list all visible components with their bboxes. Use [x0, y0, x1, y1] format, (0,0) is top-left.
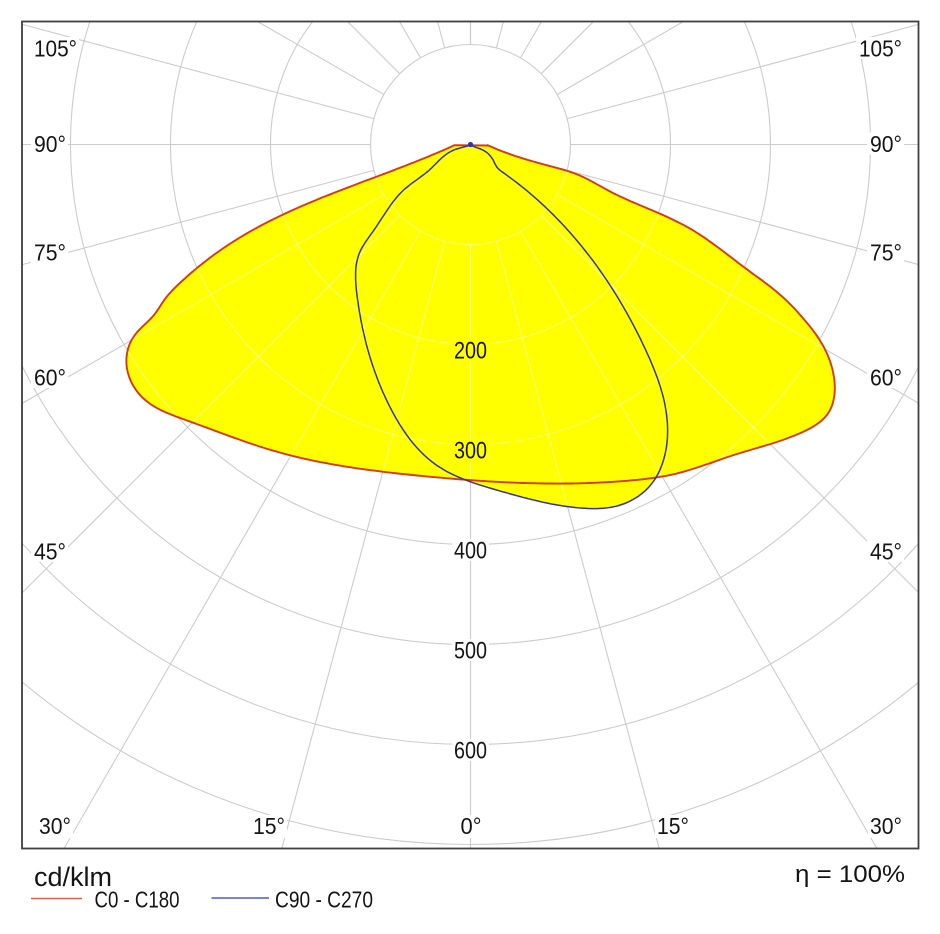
svg-text:200: 200 [454, 338, 487, 365]
svg-text:105°: 105° [34, 36, 77, 62]
svg-text:300: 300 [454, 438, 487, 465]
svg-text:C90 - C270: C90 - C270 [275, 887, 373, 913]
svg-text:400: 400 [454, 538, 487, 565]
svg-text:90°: 90° [870, 131, 902, 157]
svg-text:cd/klm: cd/klm [34, 862, 112, 892]
svg-text:600: 600 [454, 738, 487, 765]
svg-text:η = 100%: η = 100% [795, 861, 905, 888]
svg-text:75°: 75° [870, 240, 902, 266]
svg-text:30°: 30° [870, 813, 902, 839]
svg-text:45°: 45° [34, 539, 66, 565]
svg-text:0°: 0° [461, 813, 482, 839]
svg-text:90°: 90° [34, 131, 66, 157]
svg-text:105°: 105° [859, 36, 902, 62]
svg-text:60°: 60° [870, 365, 902, 391]
svg-text:30°: 30° [39, 813, 71, 839]
svg-text:60°: 60° [34, 365, 66, 391]
svg-text:15°: 15° [657, 813, 689, 839]
svg-text:45°: 45° [870, 539, 902, 565]
svg-text:500: 500 [454, 638, 487, 665]
svg-text:C0 - C180: C0 - C180 [95, 887, 180, 913]
svg-text:75°: 75° [34, 240, 66, 266]
svg-text:15°: 15° [253, 813, 285, 839]
